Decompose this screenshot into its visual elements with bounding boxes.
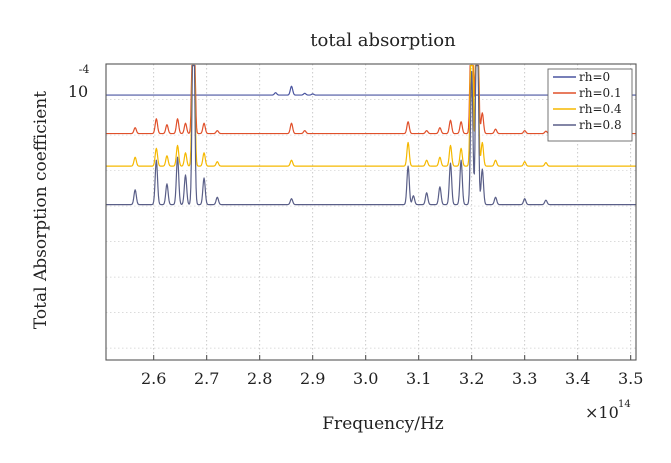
legend-label-0: rh=0	[579, 70, 610, 84]
ylabel-group: Total Absorption coefficient	[31, 91, 51, 329]
series-line-3	[105, 64, 637, 206]
x-tick-label-9: 3.5	[618, 369, 643, 388]
legend-box	[547, 68, 633, 142]
y-tick-label: 10	[68, 82, 88, 101]
x-tick-label-7: 3.3	[512, 369, 537, 388]
y-tick-group: 10 -4	[68, 63, 90, 101]
x-multiplier-group: ×10 14	[585, 399, 631, 422]
x-tick-label-8: 3.4	[565, 369, 590, 388]
x-multiplier-exponent: 14	[618, 399, 631, 410]
x-tick-label-4: 3.0	[353, 369, 378, 388]
legend-label-1: rh=0.1	[579, 86, 622, 100]
y-axis-label: Total Absorption coefficient	[31, 91, 51, 329]
plot-area: 2.6 2.7 2.8 2.9 3.0 3.1 3.2 3.3 3.4 3.5 rh=0 rh=0.1…	[105, 63, 643, 388]
y-tick-exponent: -4	[79, 63, 90, 76]
x-tick-label-0: 2.6	[141, 369, 166, 388]
x-tick-label-5: 3.1	[406, 369, 431, 388]
x-tick-label-6: 3.2	[459, 369, 484, 388]
x-tick-label-3: 2.9	[300, 369, 325, 388]
plot-frame	[105, 63, 637, 361]
x-multiplier: ×10	[585, 403, 619, 422]
x-axis-label: Frequency/Hz	[322, 414, 444, 434]
legend-label-3: rh=0.8	[579, 118, 622, 132]
legend-label-2: rh=0.4	[579, 102, 622, 116]
chart-title: total absorption	[310, 30, 456, 51]
x-tick-label-2: 2.8	[247, 369, 272, 388]
x-tick-label-1: 2.7	[194, 369, 219, 388]
